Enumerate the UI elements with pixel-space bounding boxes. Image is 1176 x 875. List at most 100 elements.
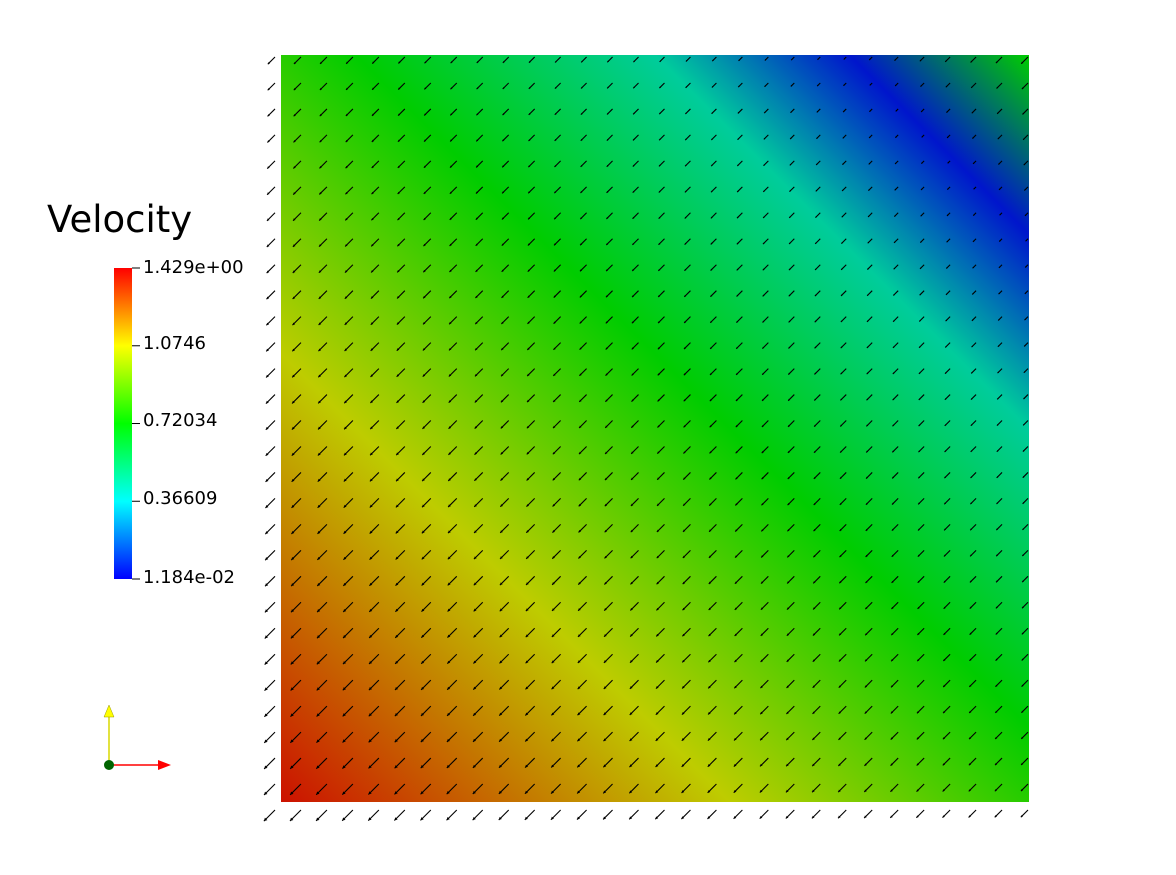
velocity-glyph-head [551,634,555,638]
velocity-glyph-head [264,635,268,639]
velocity-glyph-head [581,60,583,63]
velocity-glyph-head [420,817,424,821]
velocity-glyph-head [423,269,426,273]
velocity-glyph-head [995,606,998,609]
velocity-glyph-head [1021,61,1024,64]
velocity-glyph-head [317,452,321,456]
velocity-glyph-head [658,190,661,193]
velocity-glyph-head [681,790,685,793]
velocity-glyph-head [318,374,321,378]
velocity-glyph-head [811,815,815,819]
velocity-glyph-head [970,476,973,478]
velocity-glyph-head [450,87,453,90]
velocity-glyph-head [631,425,634,428]
velocity-glyph-head [474,478,477,481]
velocity-glyph-head [631,477,634,480]
velocity-glyph-head [1022,112,1025,115]
velocity-glyph-head [317,504,321,508]
velocity-glyph-head [708,685,711,689]
velocity-glyph-head [577,816,580,820]
velocity-glyph-head [684,242,687,245]
velocity-glyph-head [291,478,295,482]
velocity-glyph-head [631,321,634,324]
velocity-glyph-head [553,321,556,324]
velocity-glyph-head [604,555,608,559]
velocity-glyph-head [865,554,868,557]
velocity-glyph-head [943,632,946,635]
velocity-glyph-head [420,765,424,769]
velocity-glyph-head [604,581,607,585]
velocity-glyph-head [864,711,868,714]
velocity-glyph-head [475,347,478,351]
velocity-glyph-head [472,790,476,794]
velocity-glyph-head [422,504,425,508]
velocity-glyph-head [501,295,504,298]
velocity-glyph-head [838,789,841,793]
velocity-glyph-head [814,398,817,401]
velocity-glyph-head [918,476,921,479]
velocity-glyph-head [1021,87,1024,90]
velocity-glyph-head [632,138,635,141]
velocity-glyph-head [499,738,503,742]
velocity-glyph-head [891,528,894,531]
velocity-glyph-head [318,322,322,326]
velocity-glyph-head [528,217,531,220]
velocity-glyph-head [708,581,712,584]
velocity-glyph-head [684,320,687,323]
velocity-glyph-head [1024,188,1026,191]
velocity-glyph-head [395,660,399,664]
velocity-glyph-head [316,635,321,639]
velocity-glyph-head [320,61,323,64]
velocity-glyph-head [787,503,790,506]
velocity-glyph-head [395,608,399,612]
velocity-glyph-head [631,373,634,376]
velocity-glyph-head [895,84,897,87]
velocity-glyph-head [788,398,791,401]
velocity-glyph-head [528,113,531,115]
velocity-glyph-head [368,713,372,717]
velocity-glyph-head [944,528,946,531]
velocity-glyph-head [1023,423,1025,426]
velocity-glyph-head [528,60,531,63]
velocity-glyph-head [764,85,767,87]
velocity-glyph-head [994,815,997,818]
velocity-glyph-head [682,529,686,532]
velocity-glyph-head [554,191,557,194]
velocity-glyph-head [290,739,294,743]
velocity-glyph-head [711,112,714,114]
velocity-glyph-head [970,554,972,557]
velocity-glyph-head [655,816,659,820]
velocity-glyph-head [344,426,347,430]
velocity-glyph-head [264,765,268,769]
velocity-glyph-head [970,60,973,63]
velocity-glyph-head [473,738,477,742]
velocity-glyph-head [919,319,921,322]
velocity-glyph-head [265,478,269,482]
velocity-glyph-head [580,164,583,167]
velocity-glyph-head [890,685,894,688]
velocity-glyph-head [916,789,919,792]
velocity-glyph-head [916,815,919,818]
velocity-glyph-head [371,270,374,273]
velocity-glyph-head [683,399,686,402]
velocity-glyph-head [916,711,920,714]
velocity-glyph-head [264,713,268,717]
velocity-glyph-head [291,557,295,561]
velocity-glyph-head [501,269,504,272]
velocity-glyph-head [682,555,686,558]
velocity-glyph-head [708,633,711,637]
velocity-glyph-head [891,632,894,636]
velocity-glyph-head [869,83,872,86]
velocity-field[interactable] [281,55,1029,802]
velocity-glyph-head [657,503,660,506]
velocity-glyph-head [502,61,505,63]
velocity-glyph-head [266,270,270,274]
velocity-glyph-head [346,61,349,64]
velocity-glyph-head [685,60,688,62]
velocity-glyph-head [892,424,895,427]
velocity-glyph-head [475,243,478,246]
velocity-glyph-head [528,139,531,142]
velocity-glyph-head [291,609,295,613]
velocity-glyph-head [759,763,763,767]
